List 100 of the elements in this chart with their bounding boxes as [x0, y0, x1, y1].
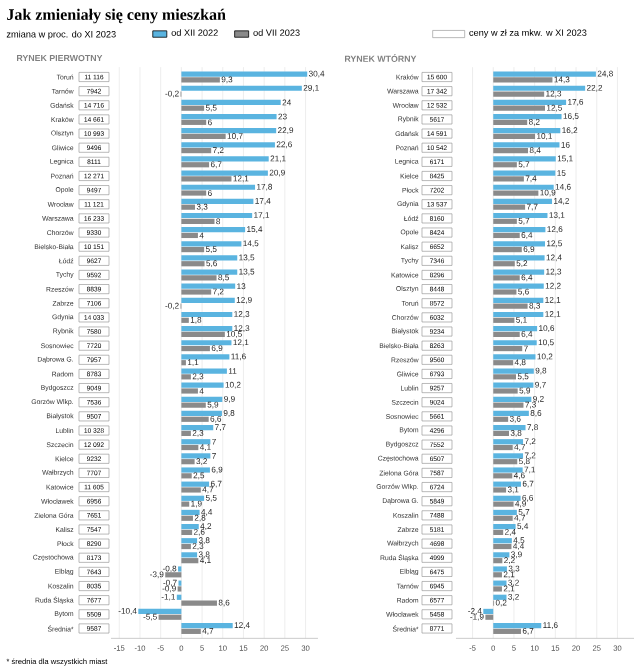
bar: [493, 340, 537, 346]
bar: [181, 600, 217, 606]
bar: [493, 487, 507, 493]
bar: [493, 543, 512, 550]
bar: [493, 430, 509, 437]
bar: [493, 572, 502, 578]
bar: [181, 99, 281, 105]
bar: [493, 374, 517, 380]
bar: [181, 170, 268, 176]
bar: [493, 297, 544, 303]
bar: [493, 232, 520, 239]
bar: [493, 529, 504, 535]
bar: [181, 331, 225, 338]
bar: [493, 176, 524, 182]
bar: [181, 119, 207, 125]
bar: [181, 133, 226, 140]
bar: [493, 326, 538, 332]
bar: [181, 495, 205, 501]
bar: [493, 467, 523, 473]
bar: [493, 360, 514, 366]
bar: [493, 416, 509, 422]
bar: [165, 572, 182, 578]
bar: [181, 529, 193, 535]
bar: [181, 255, 238, 261]
bar: [181, 543, 191, 550]
bar: [493, 317, 515, 323]
bar: [493, 142, 560, 148]
bar: [181, 71, 308, 77]
bar: [181, 459, 195, 465]
bar: [181, 156, 269, 162]
bar: [181, 382, 224, 388]
bar: [181, 212, 253, 219]
bar: [493, 77, 553, 83]
bar: [493, 388, 518, 394]
bar: [181, 410, 222, 417]
bar: [493, 204, 526, 210]
bar: [181, 374, 191, 380]
bar: [493, 473, 513, 479]
bar: [493, 241, 545, 247]
bar: [493, 289, 517, 295]
bar: [181, 501, 190, 507]
bar: [493, 566, 507, 572]
bar: [493, 501, 514, 507]
bar: [181, 538, 198, 544]
bar: [493, 509, 517, 516]
bar: [493, 303, 528, 309]
bar: [493, 198, 553, 204]
bar: [181, 402, 206, 408]
bar: [181, 444, 199, 451]
bar: [493, 515, 513, 521]
bar: [181, 473, 192, 479]
bar: [181, 198, 254, 204]
bar: [493, 481, 521, 487]
bar: [181, 297, 235, 303]
bar: [493, 212, 548, 219]
bar: [181, 430, 191, 437]
bar: [493, 495, 521, 501]
bar: [493, 218, 517, 224]
bar: [181, 515, 193, 521]
bar: [181, 509, 200, 516]
bar: [493, 453, 524, 459]
bar: [493, 558, 503, 564]
bar: [181, 246, 205, 253]
bar: [181, 481, 210, 487]
bar: [493, 119, 528, 125]
bar: [181, 289, 212, 295]
bar: [181, 425, 214, 431]
bar: [181, 396, 223, 402]
bar: [493, 538, 512, 544]
bar: [493, 246, 522, 253]
bar: [181, 105, 205, 111]
bar: [181, 269, 238, 275]
bar: [181, 204, 196, 210]
bar: [181, 184, 256, 190]
bar: [493, 552, 510, 558]
bar: [158, 614, 182, 620]
bar: [181, 558, 199, 564]
bar: [493, 402, 524, 408]
bar: [493, 354, 536, 360]
bar: [493, 128, 561, 134]
bar: [493, 148, 529, 154]
bar: [493, 275, 520, 281]
bar: [181, 628, 201, 634]
bar: [181, 439, 211, 445]
text: Jak zmieniały się ceny mieszkań: [7, 8, 226, 24]
bar: [181, 368, 227, 374]
bar: [181, 218, 215, 224]
bar: [138, 608, 182, 615]
bar: [493, 410, 529, 417]
bar: [181, 241, 242, 247]
bar: [493, 190, 539, 196]
bar: [493, 425, 526, 431]
bar: [181, 416, 209, 422]
bar: [181, 622, 233, 629]
bar: [493, 345, 523, 352]
bar: [181, 275, 217, 281]
bar: [181, 326, 233, 332]
bar: [493, 311, 544, 318]
bar: [493, 331, 520, 338]
bar: [485, 614, 494, 620]
